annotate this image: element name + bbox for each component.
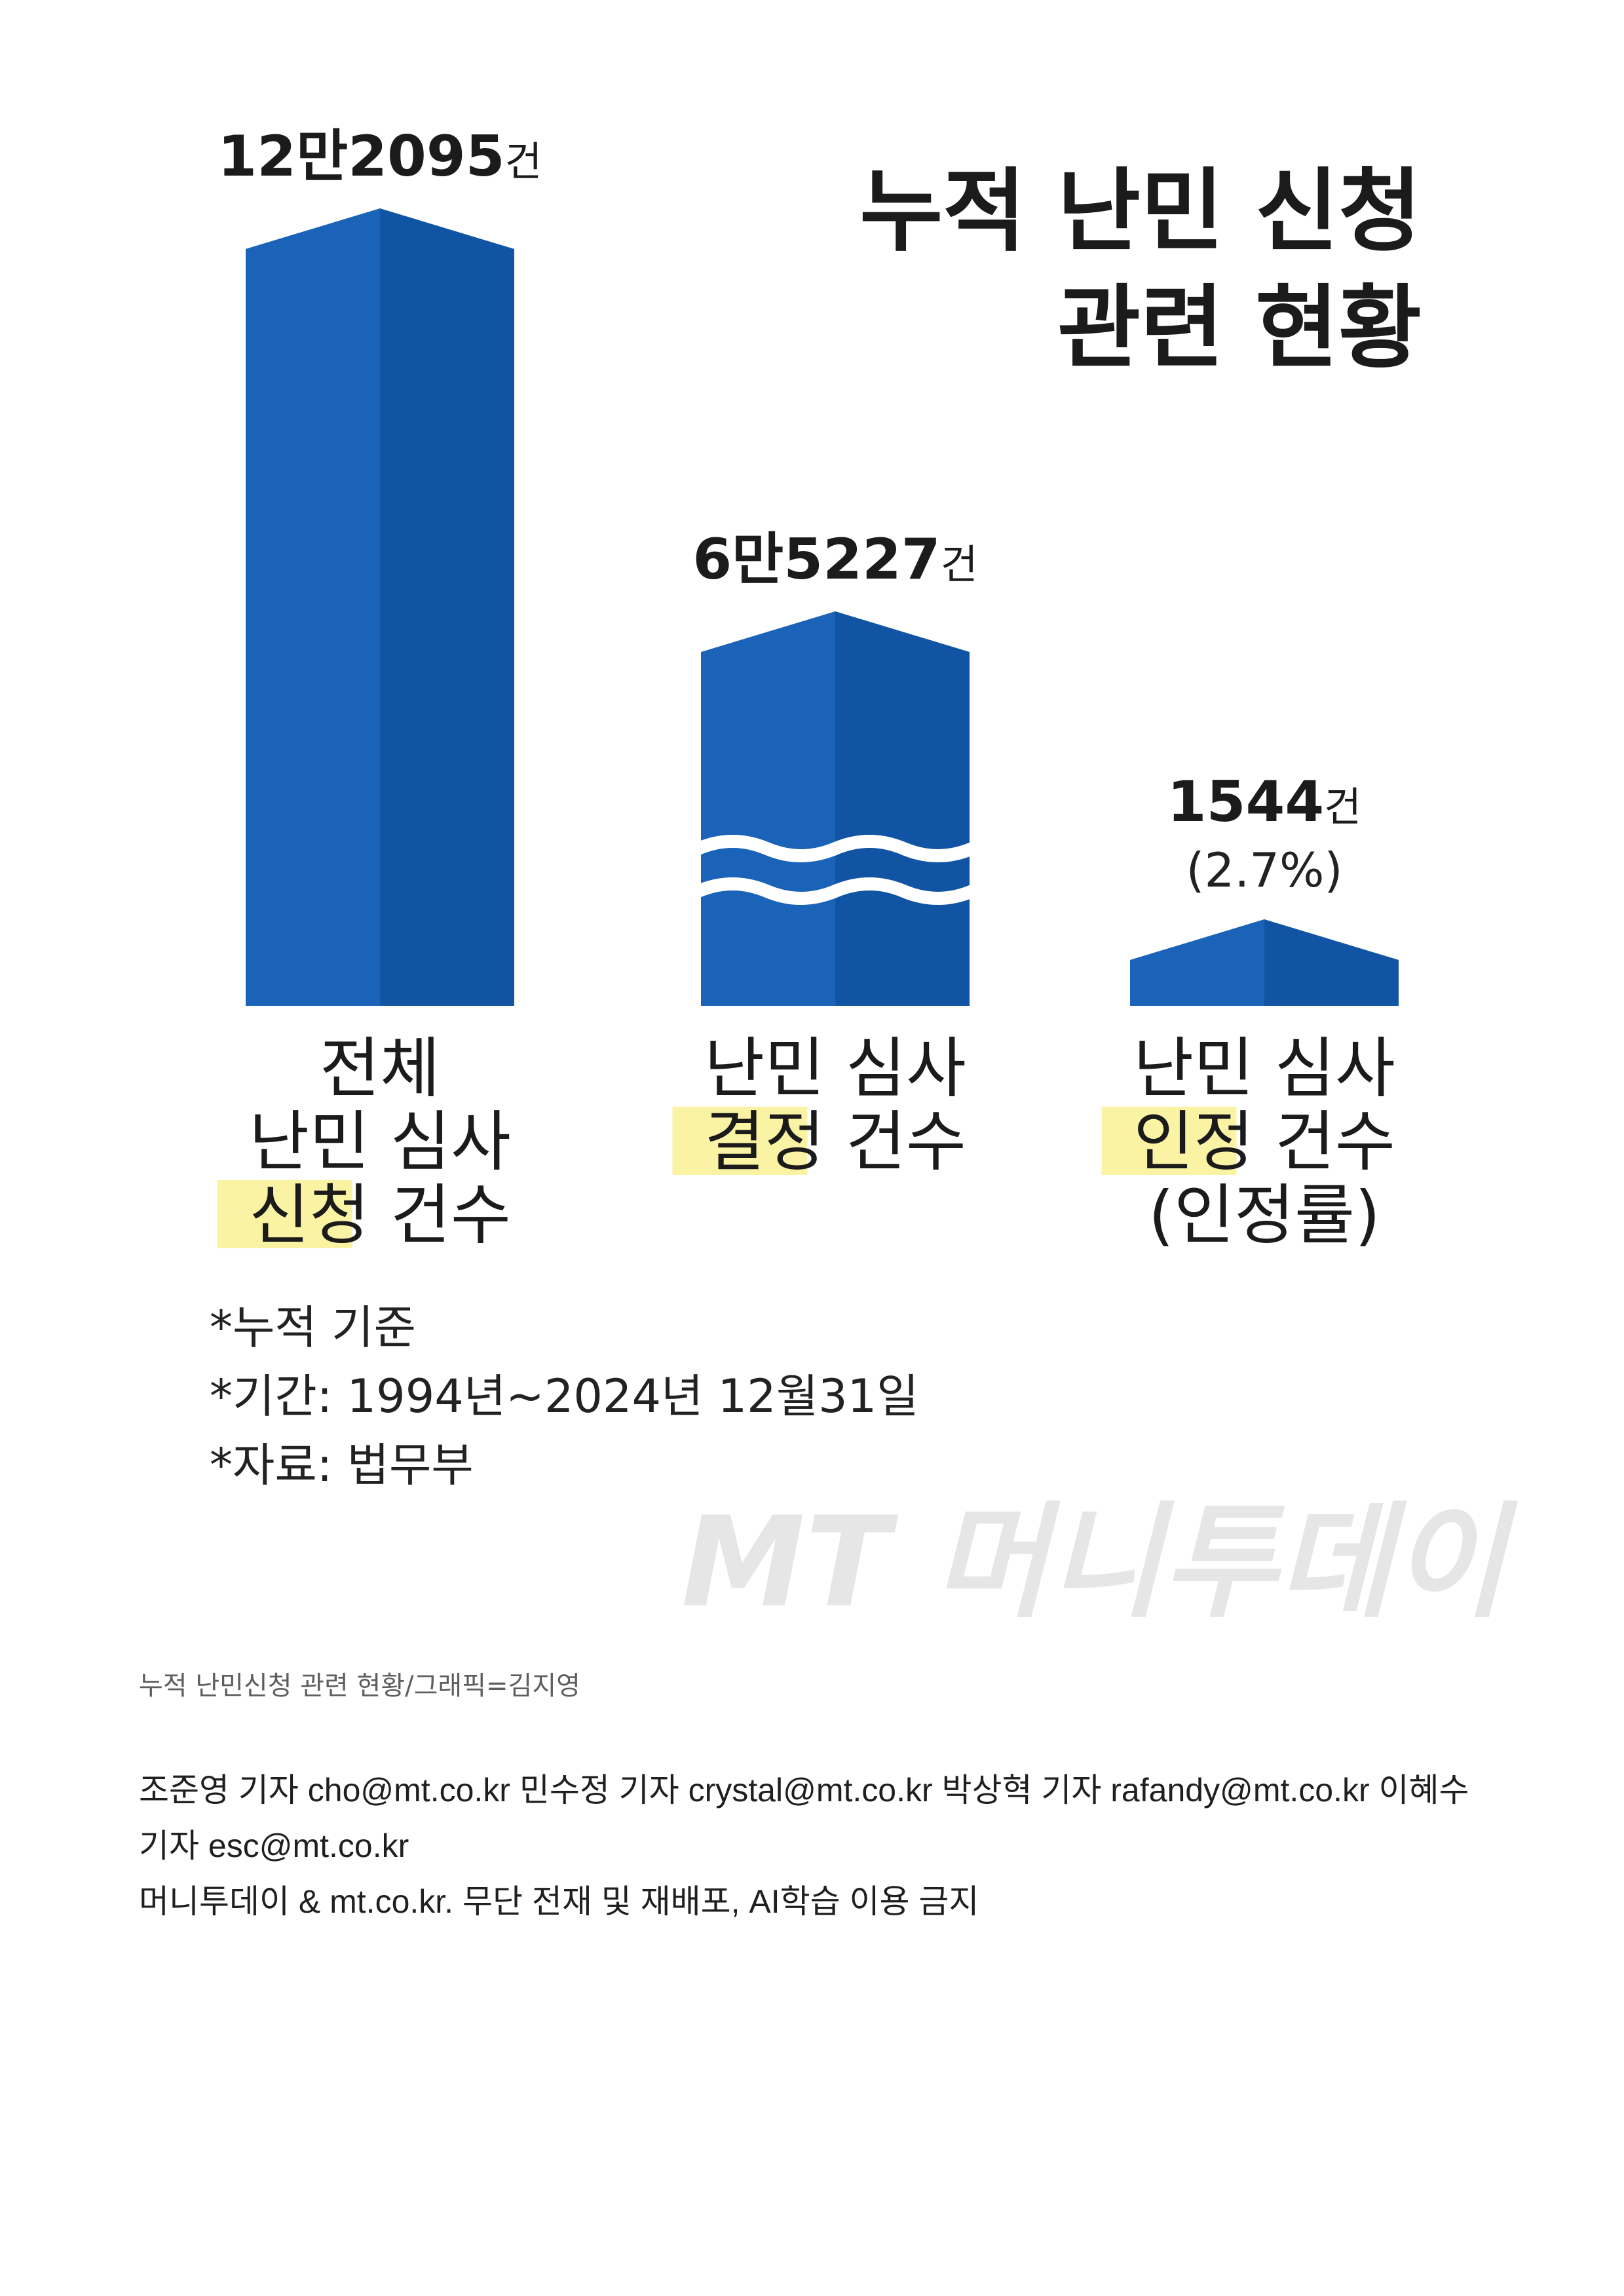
footnotes: *누적 기준 *기간: 1994년~2024년 12월31일 *자료: 법무부 [210, 1301, 919, 1492]
category-label-0-1: 난민 심사 [249, 1103, 511, 1180]
category-label-2-0: 난민 심사 [1133, 1030, 1395, 1107]
chart-title-line-0: 누적 난민 신청 [859, 159, 1422, 264]
bar-2 [1130, 919, 1399, 1006]
figure-caption: 누적 난민신청 관련 현황/그래픽=김지영 [139, 1671, 580, 1701]
axis-break-wave-0 [692, 835, 979, 862]
bar-1 [692, 611, 979, 1006]
bar-face-right [835, 611, 970, 1006]
bars-layer [246, 208, 1399, 1006]
category-label-2-2: (인정률) [1148, 1177, 1380, 1253]
value-label-1: 6만5227건 [692, 527, 977, 592]
byline-reporters: 조준영 기자 cho@mt.co.kr 민수정 기자 crystal@mt.co… [139, 1772, 1469, 1808]
value-label-0: 12만2095건 [217, 124, 542, 189]
axis-break-wave-1 [692, 877, 979, 905]
highlight-box-2 [1101, 1107, 1237, 1175]
footnote-1: *기간: 1994년~2024년 12월31일 [210, 1369, 919, 1423]
bar-face-left [1130, 919, 1264, 1006]
category-label-0-2: 신청 건수 [249, 1177, 511, 1253]
article-byline: 조준영 기자 cho@mt.co.kr 민수정 기자 crystal@mt.co… [139, 1763, 1501, 1930]
bar-face-left [246, 208, 380, 1006]
byline-reporters-cont: 기자 esc@mt.co.kr [139, 1827, 409, 1864]
chart-title-line-1: 관련 현황 [1057, 275, 1422, 381]
category-label-2-1: 인정 건수 [1133, 1103, 1395, 1180]
category-label-1-0: 난민 심사 [704, 1030, 966, 1107]
highlight-box-1 [672, 1107, 808, 1175]
footnote-0: *누적 기준 [210, 1301, 416, 1354]
value-sublabel-2: (2.7%) [1186, 843, 1342, 898]
value-label-2: 1544건 [1167, 769, 1361, 835]
bar-face-left [701, 611, 835, 1006]
footnote-2: *자료: 법무부 [210, 1438, 474, 1492]
bar-face-right [1264, 919, 1399, 1006]
highlight-box-0 [217, 1180, 352, 1248]
bar-face-right [380, 208, 514, 1006]
category-label-1-1: 결정 건수 [704, 1103, 966, 1180]
bar-0 [246, 208, 514, 1006]
category-label-0-0: 전체 [320, 1030, 440, 1107]
watermark-logo: MT 머니투데이 [681, 1490, 1519, 1635]
copyright-notice: 머니투데이 & mt.co.kr. 무단 전재 및 재배포, AI학습 이용 금… [139, 1883, 979, 1920]
